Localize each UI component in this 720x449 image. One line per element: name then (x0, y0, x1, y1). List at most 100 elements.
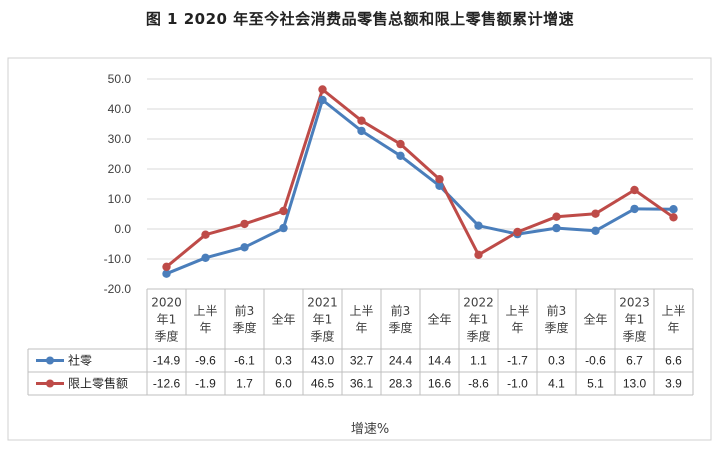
x-category-label: 年 (355, 321, 367, 335)
x-category-label: 2020 (151, 296, 182, 310)
x-category-label: 前3 (235, 303, 255, 318)
x-category-label: 年 (199, 321, 211, 335)
table-cell-value: -6.1 (234, 354, 255, 368)
table-cell-value: 0.3 (548, 354, 565, 368)
y-tick-label: 30.0 (108, 132, 132, 146)
x-category-label: 季度 (466, 329, 490, 344)
y-axis-ticks: 50.0 40.0 30.0 20.0 10.0 0.0 -10.0 -20.0 (104, 72, 132, 296)
table-cell-value: 6.6 (665, 354, 682, 368)
x-category-label: 季度 (154, 329, 178, 344)
data-point (240, 219, 249, 229)
data-point (435, 175, 444, 184)
data-point (630, 204, 639, 214)
table-cell-value: 4.1 (548, 377, 565, 391)
table-cell-value: -0.6 (585, 354, 606, 368)
legend-marker (46, 356, 54, 365)
legend-label: 限上零售额 (68, 376, 128, 391)
legend-label: 社零 (68, 353, 92, 368)
table-cell-value: 6.7 (626, 354, 643, 368)
table-cell-value: -1.9 (195, 377, 216, 391)
data-point (357, 116, 366, 125)
data-point (318, 95, 327, 105)
data-point (435, 181, 444, 190)
x-category-label: 全年 (583, 312, 607, 327)
table-cell-value: 13.0 (623, 377, 647, 391)
series-line (165, 88, 675, 268)
y-tick-label: 40.0 (108, 102, 132, 116)
x-category-label: 季度 (232, 320, 256, 335)
table-cell-value: -8.6 (468, 377, 489, 391)
x-category-label: 年1 (469, 313, 489, 327)
chart-title: 图 1 2020 年至今社会消费品零售总额和限上零售额累计增速 (145, 10, 575, 28)
data-point (279, 223, 288, 233)
data-point (240, 243, 249, 252)
data-point (357, 126, 366, 136)
y-tick-label: 20.0 (108, 162, 132, 176)
x-category-label: 2023 (619, 296, 650, 310)
data-table: 2020年1季度上半年前3季度全年2021年1季度上半年前3季度全年2022年1… (27, 288, 694, 396)
x-category-label: 季度 (544, 320, 568, 335)
y-tick-label: -20.0 (104, 282, 132, 296)
table-cell-value: -12.6 (153, 377, 181, 391)
data-point (591, 226, 600, 235)
table-cell-value: 1.1 (470, 354, 487, 368)
x-category-label: 年 (667, 321, 679, 335)
data-point (201, 230, 210, 239)
x-category-label: 季度 (622, 329, 646, 344)
x-category-label: 年1 (157, 313, 177, 327)
data-point (630, 185, 639, 195)
x-category-label: 前3 (391, 303, 411, 318)
table-cell-value: 36.1 (350, 377, 374, 391)
x-category-label: 年1 (625, 313, 645, 327)
x-category-label: 上半 (193, 304, 217, 318)
data-point (513, 227, 522, 237)
table-cell-value: -14.9 (153, 354, 181, 368)
data-point (474, 250, 483, 259)
table-cell-value: 1.7 (236, 377, 253, 391)
table-cell-value: 6.0 (275, 377, 292, 391)
y-tick-label: -10.0 (104, 252, 132, 266)
x-category-label: 年 (511, 321, 523, 335)
data-point (201, 253, 210, 262)
table-cell-value: 24.4 (389, 354, 413, 368)
data-point (396, 139, 405, 149)
legend-marker (46, 379, 54, 388)
x-category-label: 季度 (310, 329, 334, 344)
table-cell-value: 28.3 (389, 377, 413, 391)
x-category-label: 全年 (271, 312, 295, 327)
data-point (552, 212, 561, 221)
data-point (552, 223, 561, 233)
data-point (162, 262, 171, 271)
x-category-label: 前3 (547, 303, 567, 318)
table-cell-value: 16.6 (428, 377, 452, 391)
data-point (318, 85, 327, 94)
table-cell-value: -9.6 (195, 354, 216, 368)
y-tick-label: 50.0 (108, 72, 132, 86)
x-category-label: 年1 (313, 313, 333, 327)
data-point (669, 205, 678, 214)
y-tick-label: 0.0 (114, 222, 131, 236)
data-point (279, 206, 288, 216)
data-point (591, 209, 600, 218)
table-cell-value: 32.7 (350, 354, 374, 368)
data-point (162, 269, 171, 278)
table-cell-value: 5.1 (587, 377, 604, 391)
table-cell-value: 43.0 (311, 354, 335, 368)
data-point (669, 213, 678, 222)
data-point (474, 221, 483, 230)
chart-frame (7, 57, 712, 441)
x-category-label: 上半 (661, 304, 685, 318)
y-tick-label: 10.0 (108, 192, 132, 206)
x-axis-label: 增速% (351, 422, 389, 437)
x-category-label: 上半 (505, 304, 529, 318)
table-cell-value: 46.5 (311, 377, 335, 391)
series-lines (162, 85, 678, 278)
x-category-label: 2022 (463, 296, 494, 310)
x-category-label: 季度 (388, 320, 412, 335)
table-cell-value: 14.4 (428, 354, 452, 368)
table-cell-value: 0.3 (275, 354, 292, 368)
table-cell-value: 3.9 (665, 377, 682, 391)
x-category-label: 全年 (427, 312, 451, 327)
data-point (396, 151, 405, 160)
